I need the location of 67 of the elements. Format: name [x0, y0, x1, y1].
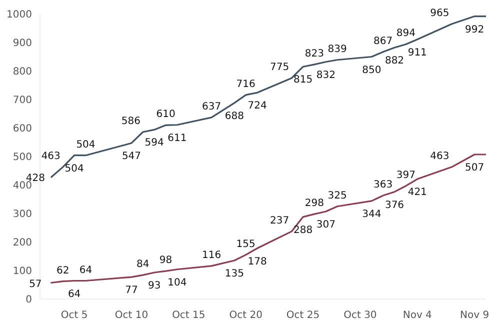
x-tick-label: Nov 9	[460, 310, 490, 322]
data-label: 77	[125, 285, 138, 296]
data-label: 507	[465, 162, 484, 174]
y-tick-label: 100	[12, 266, 32, 278]
data-label: 882	[384, 56, 404, 67]
data-label: 84	[136, 259, 150, 270]
y-tick-label: 700	[12, 95, 32, 106]
data-label: 611	[168, 132, 187, 144]
x-tick-label: Oct 20	[229, 310, 262, 322]
x-tick-label: Oct 25	[286, 310, 320, 322]
data-label: 116	[202, 250, 222, 261]
data-label: 850	[362, 64, 382, 76]
y-tick-label: 500	[12, 152, 32, 164]
y-tick-label: 600	[12, 124, 32, 135]
data-label: 463	[41, 151, 60, 162]
data-label: 586	[121, 116, 140, 127]
data-label: 965	[430, 8, 450, 19]
data-label: 325	[328, 190, 347, 202]
data-label: 135	[224, 268, 244, 280]
data-label: 504	[64, 163, 84, 174]
data-label: 815	[293, 74, 313, 86]
data-label: 894	[396, 28, 416, 40]
y-tick-label: 800	[12, 66, 32, 78]
data-label: 839	[328, 44, 347, 55]
data-label: 155	[236, 238, 256, 250]
data-label: 992	[465, 24, 484, 36]
x-tick-label: Oct 10	[114, 310, 148, 322]
data-label: 62	[56, 265, 70, 276]
x-tick-label: Oct 5	[60, 310, 88, 322]
data-label: 93	[148, 280, 161, 292]
x-tick-label: Oct 15	[172, 310, 206, 322]
data-label: 867	[374, 36, 393, 47]
data-label: 823	[304, 48, 324, 60]
data-label: 298	[304, 198, 324, 210]
data-label: 376	[384, 200, 404, 211]
data-label: 64	[79, 264, 92, 276]
data-label: 421	[408, 187, 427, 198]
data-label: 64	[68, 288, 81, 300]
data-label: 832	[316, 70, 336, 81]
x-tick-label: Nov 4	[402, 310, 432, 322]
y-tick-label: 300	[12, 209, 32, 220]
data-label: 57	[29, 278, 42, 290]
data-label: 363	[374, 180, 393, 191]
y-tick-label: 200	[12, 238, 32, 249]
data-label: 288	[293, 224, 313, 236]
data-label: 98	[159, 255, 172, 266]
data-label: 775	[270, 62, 290, 74]
data-label: 463	[430, 151, 450, 162]
data-label: 237	[270, 215, 290, 226]
x-tick-label: Oct 30	[344, 310, 377, 322]
data-label: 688	[224, 110, 244, 122]
data-label: 397	[396, 170, 416, 181]
data-label: 911	[408, 47, 427, 58]
data-label: 724	[248, 100, 267, 112]
data-label: 547	[122, 151, 142, 162]
data-label: 344	[362, 208, 382, 220]
y-tick-label: 1000	[6, 10, 32, 21]
data-label: 716	[236, 78, 256, 90]
data-label: 637	[202, 101, 222, 112]
data-label: 307	[316, 220, 336, 231]
data-label: 504	[76, 139, 96, 150]
y-tick-label: 0	[26, 294, 32, 306]
data-label: 104	[168, 277, 187, 288]
data-label: 178	[248, 256, 267, 268]
y-tick-label: 900	[12, 38, 32, 50]
data-label: 610	[156, 109, 176, 120]
data-label: 594	[144, 138, 164, 149]
